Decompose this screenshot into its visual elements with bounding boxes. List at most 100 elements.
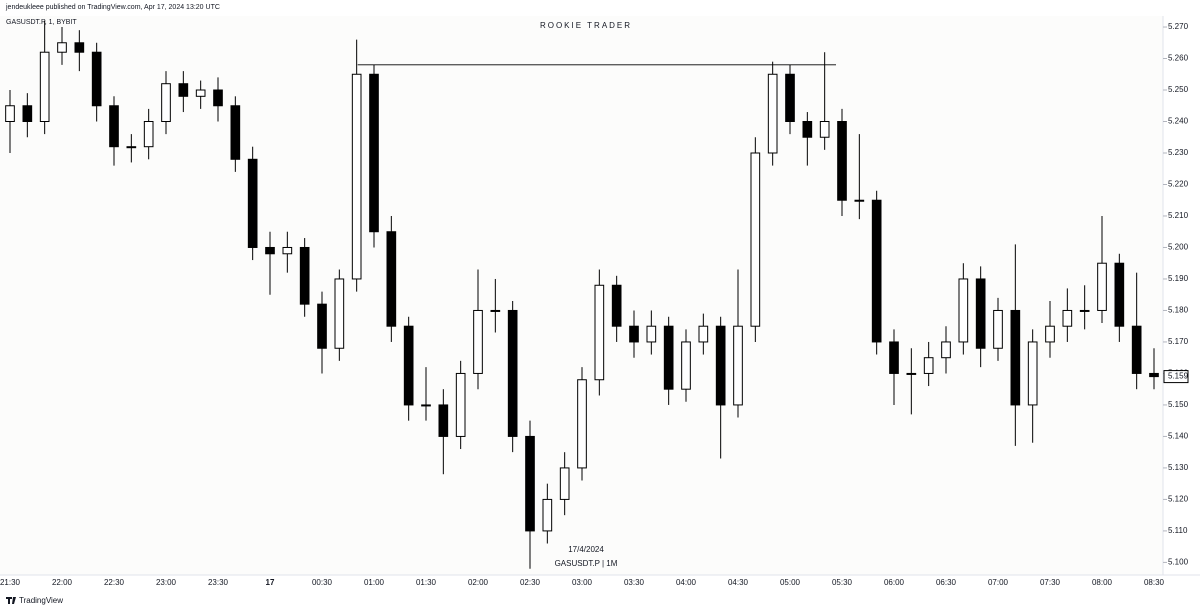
candle-body bbox=[767, 73, 778, 154]
candle-body bbox=[247, 158, 258, 248]
watermark: ROOKIE TRADER bbox=[540, 21, 632, 30]
candle-body bbox=[282, 246, 293, 255]
candle-body bbox=[351, 73, 362, 280]
candle-body bbox=[889, 341, 899, 374]
brand-logo bbox=[6, 597, 16, 604]
x-tick-label: 21:30 bbox=[0, 578, 21, 587]
y-tick-label: 5.170 bbox=[1168, 337, 1189, 346]
x-tick-label: 06:00 bbox=[884, 578, 905, 587]
last-price-label: 5.159 bbox=[1168, 372, 1189, 381]
candle-body bbox=[785, 73, 795, 123]
x-tick-label: 23:00 bbox=[156, 578, 177, 587]
brand: TradingView bbox=[19, 596, 63, 605]
y-tick-label: 5.240 bbox=[1168, 117, 1189, 126]
x-tick-label: 05:30 bbox=[832, 578, 853, 587]
candle-body bbox=[1097, 262, 1107, 311]
candle-body bbox=[455, 372, 466, 437]
y-tick-label: 5.270 bbox=[1168, 22, 1189, 31]
candle-body bbox=[854, 199, 865, 202]
candle-body bbox=[750, 152, 761, 327]
candle-body bbox=[577, 379, 587, 469]
candle-body bbox=[109, 105, 119, 148]
candle-body bbox=[421, 404, 431, 407]
y-tick-label: 5.200 bbox=[1168, 243, 1189, 252]
y-tick-label: 5.190 bbox=[1168, 274, 1189, 283]
x-tick-label: 17 bbox=[266, 578, 275, 587]
y-tick-label: 5.230 bbox=[1168, 148, 1189, 157]
candle-body bbox=[975, 278, 986, 349]
y-tick-label: 5.100 bbox=[1168, 558, 1189, 567]
candle-body bbox=[39, 51, 50, 123]
candle-body bbox=[386, 231, 397, 327]
candle-body bbox=[941, 341, 951, 359]
candle-body bbox=[663, 325, 674, 390]
candle-body bbox=[923, 357, 934, 374]
plot-area bbox=[0, 16, 1163, 575]
candle-body bbox=[1027, 341, 1038, 406]
y-tick-label: 5.220 bbox=[1168, 180, 1189, 189]
x-tick-label: 04:00 bbox=[676, 578, 697, 587]
candle-body bbox=[542, 498, 553, 532]
symbol-label: GASUSDT.P | 1M bbox=[555, 559, 618, 568]
x-tick-label: 03:00 bbox=[572, 578, 593, 587]
x-tick-label: 01:30 bbox=[416, 578, 437, 587]
y-tick-label: 5.180 bbox=[1168, 306, 1189, 315]
candle-body bbox=[230, 105, 241, 160]
y-tick-label: 5.120 bbox=[1168, 495, 1189, 504]
x-tick-label: 04:30 bbox=[728, 578, 749, 587]
candle-body bbox=[161, 83, 171, 123]
x-tick-label: 22:00 bbox=[52, 578, 73, 587]
x-tick-label: 08:00 bbox=[1092, 578, 1113, 587]
candle-body bbox=[143, 121, 154, 148]
candle-body bbox=[559, 467, 570, 500]
y-tick-label: 5.250 bbox=[1168, 85, 1189, 94]
candle-body bbox=[802, 121, 813, 138]
candle-body bbox=[126, 146, 137, 149]
x-tick-label: 01:00 bbox=[364, 578, 385, 587]
candle-body bbox=[594, 284, 605, 381]
candle-body bbox=[993, 309, 1003, 349]
candle-body bbox=[715, 325, 726, 406]
candle-body bbox=[871, 199, 882, 343]
publisher: jendeukleee published on TradingView.com… bbox=[5, 4, 220, 11]
candle-body bbox=[1062, 309, 1073, 327]
candle-body bbox=[473, 309, 483, 374]
candle-body bbox=[1114, 262, 1125, 327]
candle-body bbox=[403, 325, 414, 406]
candle-body bbox=[698, 325, 709, 343]
x-tick-label: 07:30 bbox=[1040, 578, 1061, 587]
date-label: 17/4/2024 bbox=[568, 545, 604, 554]
candle-body bbox=[490, 309, 501, 312]
x-tick-label: 08:30 bbox=[1144, 578, 1165, 587]
x-tick-label: 02:30 bbox=[520, 578, 541, 587]
x-tick-label: 22:30 bbox=[104, 578, 125, 587]
x-tick-label: 03:30 bbox=[624, 578, 645, 587]
x-tick-label: 06:30 bbox=[936, 578, 957, 587]
candle-body bbox=[507, 309, 518, 437]
candle-body bbox=[438, 404, 449, 437]
candle-body bbox=[334, 278, 345, 349]
y-tick-label: 5.110 bbox=[1168, 526, 1188, 535]
candle-body bbox=[906, 372, 917, 375]
candle-body bbox=[91, 51, 102, 107]
candle-body bbox=[74, 42, 85, 53]
y-tick-label: 5.130 bbox=[1168, 463, 1189, 472]
y-tick-label: 5.150 bbox=[1168, 400, 1189, 409]
candle-body bbox=[317, 303, 327, 349]
candle-body bbox=[1131, 325, 1142, 374]
candle-body bbox=[646, 325, 657, 343]
candle-body bbox=[629, 325, 639, 343]
y-tick-label: 5.260 bbox=[1168, 54, 1189, 63]
candle-body bbox=[57, 42, 67, 53]
candle-body bbox=[195, 89, 206, 97]
candle-body bbox=[1079, 309, 1090, 312]
candle-body bbox=[958, 278, 969, 343]
x-tick-label: 05:00 bbox=[780, 578, 801, 587]
candle-body bbox=[611, 284, 622, 327]
candle-body bbox=[1045, 325, 1055, 343]
y-tick-label: 5.210 bbox=[1168, 211, 1189, 220]
x-tick-label: 23:30 bbox=[208, 578, 229, 587]
candle-body bbox=[837, 121, 847, 201]
